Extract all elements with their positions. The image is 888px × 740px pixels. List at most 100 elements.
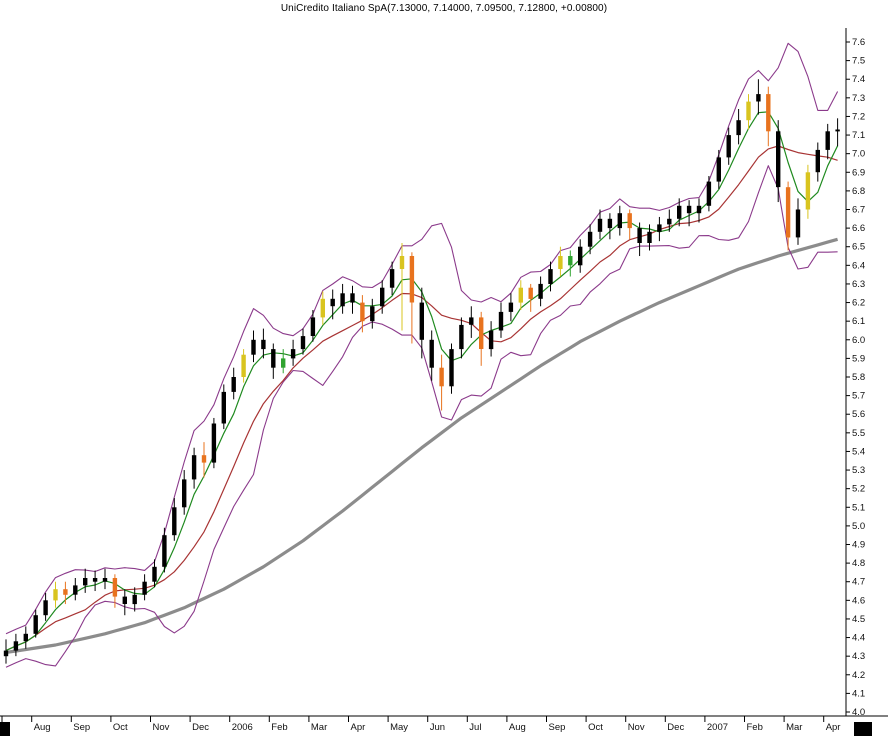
candle-body (13, 641, 19, 651)
y-axis: 7.6 7.5 7.4 7.3 7.2 7.1 7.0 6.9 6.8 6.7 6.6 6.5 6.4 6… (845, 28, 865, 718)
candle-body (201, 455, 207, 463)
x-tick-label: Aug (509, 722, 526, 733)
x-tick-label: Feb (747, 722, 763, 733)
candle-body (261, 339, 266, 350)
y-tick-label: 7.4 (852, 74, 865, 85)
candle-body (815, 149, 820, 173)
y-tick-label: 7.1 (852, 130, 865, 141)
candle-body (469, 317, 474, 325)
candle-body (756, 94, 761, 102)
candle-body (508, 302, 514, 312)
candle-body (122, 596, 127, 604)
x-tick-label: Oct (113, 722, 128, 733)
scroll-left-button[interactable] (0, 722, 10, 736)
y-tick-label: 7.6 (852, 37, 865, 48)
candle-body (380, 287, 385, 307)
candle-body (488, 330, 494, 350)
candle-body (667, 218, 672, 225)
x-axis: lAugSepOctNovDec2006FebMarAprMayJunJulAu… (0, 715, 888, 733)
x-tick-label: May (390, 722, 408, 733)
candle-body (281, 358, 286, 368)
y-tick-label: 4.7 (852, 577, 865, 588)
candle-body (637, 228, 642, 243)
y-tick-label: 6.9 (852, 167, 865, 178)
y-tick-label: 5.2 (852, 484, 865, 495)
candle-body (736, 120, 741, 136)
candle-body (785, 187, 791, 238)
candle-body (152, 566, 157, 582)
y-tick-label: 5.6 (852, 409, 865, 420)
candle-body (182, 479, 187, 508)
ma-long-line (5, 237, 839, 654)
candle-body (459, 324, 464, 350)
candle-body (271, 349, 276, 368)
scroll-right-button[interactable] (854, 722, 872, 736)
y-tick-label: 4.1 (852, 688, 865, 699)
y-tick-label: 4.8 (852, 558, 865, 569)
candle-body (43, 600, 48, 616)
candle-body (617, 213, 622, 229)
y-tick-label: 6.3 (852, 279, 865, 290)
x-tick-label: Apr (826, 722, 841, 733)
y-tick-label: 5.1 (852, 502, 865, 513)
y-tick-label: 4.5 (852, 614, 865, 625)
y-tick-label: 4.4 (852, 633, 865, 644)
candle-body (241, 354, 246, 377)
y-tick-label: 7.5 (852, 56, 865, 67)
candle-body (63, 589, 68, 595)
candle-body (696, 205, 702, 214)
candle-body (716, 157, 721, 182)
y-tick-label: 7.3 (852, 93, 865, 104)
candle-body (607, 218, 613, 229)
y-tick-label: 5.8 (852, 372, 865, 383)
candle-body (360, 302, 365, 322)
candle-body (597, 218, 603, 232)
x-tick-label: 2006 (232, 722, 253, 733)
y-tick-label: 4.2 (852, 670, 865, 681)
x-tick-label: Mar (786, 722, 802, 733)
candle-body (766, 94, 771, 132)
candle-body (538, 283, 543, 299)
x-tick-label: Mar (311, 722, 327, 733)
x-tick-label: Nov (628, 722, 645, 733)
candle-body (498, 311, 504, 331)
candle-body (191, 455, 197, 480)
candle-body (53, 589, 58, 601)
candle-body (528, 287, 533, 299)
candle-body (677, 205, 682, 219)
x-tick-label: Aug (34, 722, 51, 733)
candle-body (706, 181, 712, 206)
candles-layer (3, 79, 840, 664)
candle-body (350, 293, 355, 303)
candle-body (142, 581, 147, 595)
candle-body (518, 287, 523, 303)
candle-body (568, 256, 573, 266)
ma-medium-line (5, 145, 838, 652)
candle-body (746, 101, 751, 121)
candle-body (389, 269, 395, 288)
ma-short-line (5, 111, 839, 652)
candle-body (112, 578, 118, 597)
candle-body (300, 336, 306, 350)
x-tick-label: Nov (153, 722, 170, 733)
y-tick-label: 5.7 (852, 391, 865, 402)
candle-body (370, 306, 375, 322)
candle-body (726, 135, 731, 158)
candle-body (132, 594, 137, 605)
candle-body (290, 349, 296, 359)
candle-body (83, 578, 88, 586)
candle-body (310, 317, 316, 336)
y-tick-label: 6.2 (852, 298, 865, 309)
y-tick-label: 6.4 (852, 260, 865, 271)
chart-title: UniCredito Italiano SpA(7.13000, 7.14000… (280, 3, 608, 14)
y-tick-label: 7.0 (852, 149, 865, 160)
y-tick-label: 4.9 (852, 540, 865, 551)
bollinger-upper-line (5, 42, 839, 635)
candle-body (320, 298, 325, 318)
x-tick-label: Feb (271, 722, 287, 733)
y-tick-label: 4.3 (852, 651, 865, 662)
candle-body (221, 391, 226, 424)
candle-body (835, 129, 840, 132)
